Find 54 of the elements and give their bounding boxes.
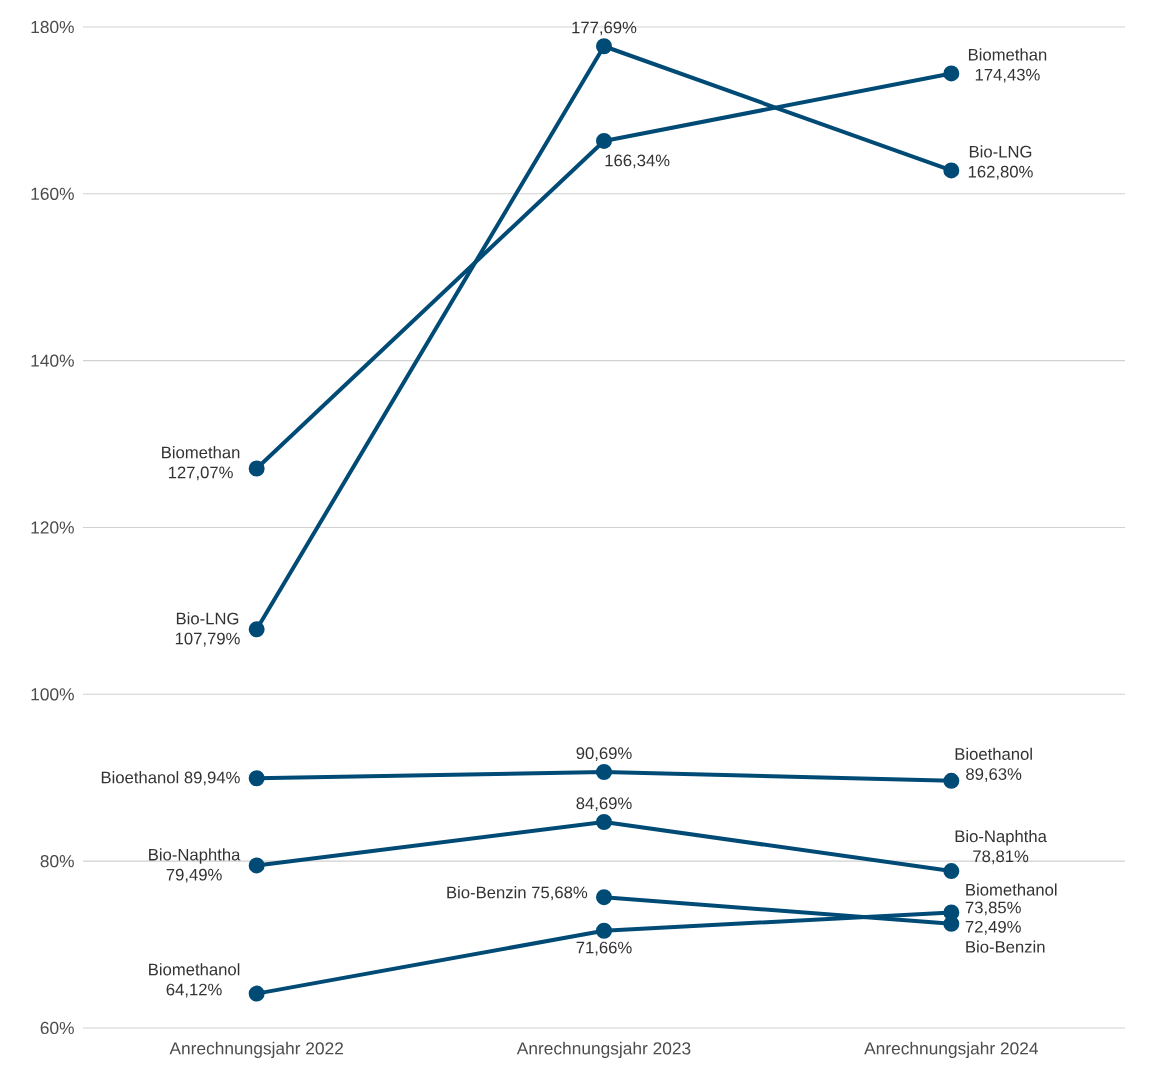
- data-label: 72,49%: [965, 920, 1021, 935]
- point: [596, 38, 613, 55]
- data-label: 127,07%: [168, 466, 233, 481]
- point: [943, 863, 960, 880]
- data-label: 89,63%: [966, 768, 1022, 782]
- point: [248, 857, 265, 874]
- data-label: 78,81%: [973, 850, 1029, 865]
- text: Biomethanol: [149, 963, 240, 976]
- series-label: Bio-Naphtha: [149, 848, 241, 864]
- y-tick-label: 140%: [31, 354, 74, 367]
- point: [248, 621, 265, 638]
- y-tick-label: 120%: [31, 521, 74, 534]
- data-label: 71,66%: [576, 941, 632, 956]
- series-label: Biomethanol: [966, 883, 1057, 896]
- y-tick-label: 180%: [31, 20, 74, 34]
- series-label: Bio-Benzin: [966, 940, 1045, 953]
- series-label: Biomethan: [162, 446, 240, 459]
- point: [596, 763, 613, 780]
- data-label: 90,69%: [576, 747, 632, 762]
- point: [596, 814, 613, 831]
- data-label: 84,69%: [576, 797, 632, 812]
- text: Bio-Benzin: [447, 886, 526, 899]
- data-label: 79,49%: [166, 868, 222, 883]
- text: Bio-Naphtha: [955, 829, 1047, 846]
- point: [943, 162, 960, 179]
- x-tick-label: Anrechnungsjahr 2022: [169, 1041, 343, 1058]
- y-tick-label: 80%: [40, 855, 74, 868]
- series-label: Bio-LNG: [176, 612, 239, 625]
- data-label: 64,12%: [166, 983, 222, 998]
- point: [248, 985, 265, 1002]
- data-label: 73,85%: [965, 901, 1021, 916]
- data-label: 107,79%: [175, 632, 240, 647]
- x-tick-label: Anrechnungsjahr 2024: [864, 1041, 1038, 1058]
- point: [596, 132, 613, 149]
- data-label: 177,69%: [572, 21, 637, 36]
- point: [943, 65, 960, 82]
- y-tick-label: 60%: [40, 1021, 74, 1035]
- point: [943, 772, 960, 789]
- y-tick-label: 100%: [31, 688, 74, 701]
- data-label: 162,80%: [968, 165, 1033, 180]
- data-label: 75,68%: [532, 886, 588, 901]
- y-tick-label: 160%: [31, 187, 74, 200]
- data-label: 89,94%: [184, 771, 240, 786]
- point: [248, 770, 265, 787]
- point: [596, 922, 613, 939]
- text: Bioethanol: [101, 771, 179, 784]
- x-tick-label: Anrechnungsjahr 2023: [516, 1041, 691, 1058]
- point: [596, 889, 613, 906]
- series-label: Bioethanol: [955, 747, 1032, 760]
- data-label: 174,43%: [975, 68, 1040, 83]
- data-label: 166,34%: [605, 154, 670, 169]
- point: [248, 460, 265, 477]
- text: Bio-LNG: [969, 145, 1032, 158]
- text: Biomethan: [968, 48, 1047, 61]
